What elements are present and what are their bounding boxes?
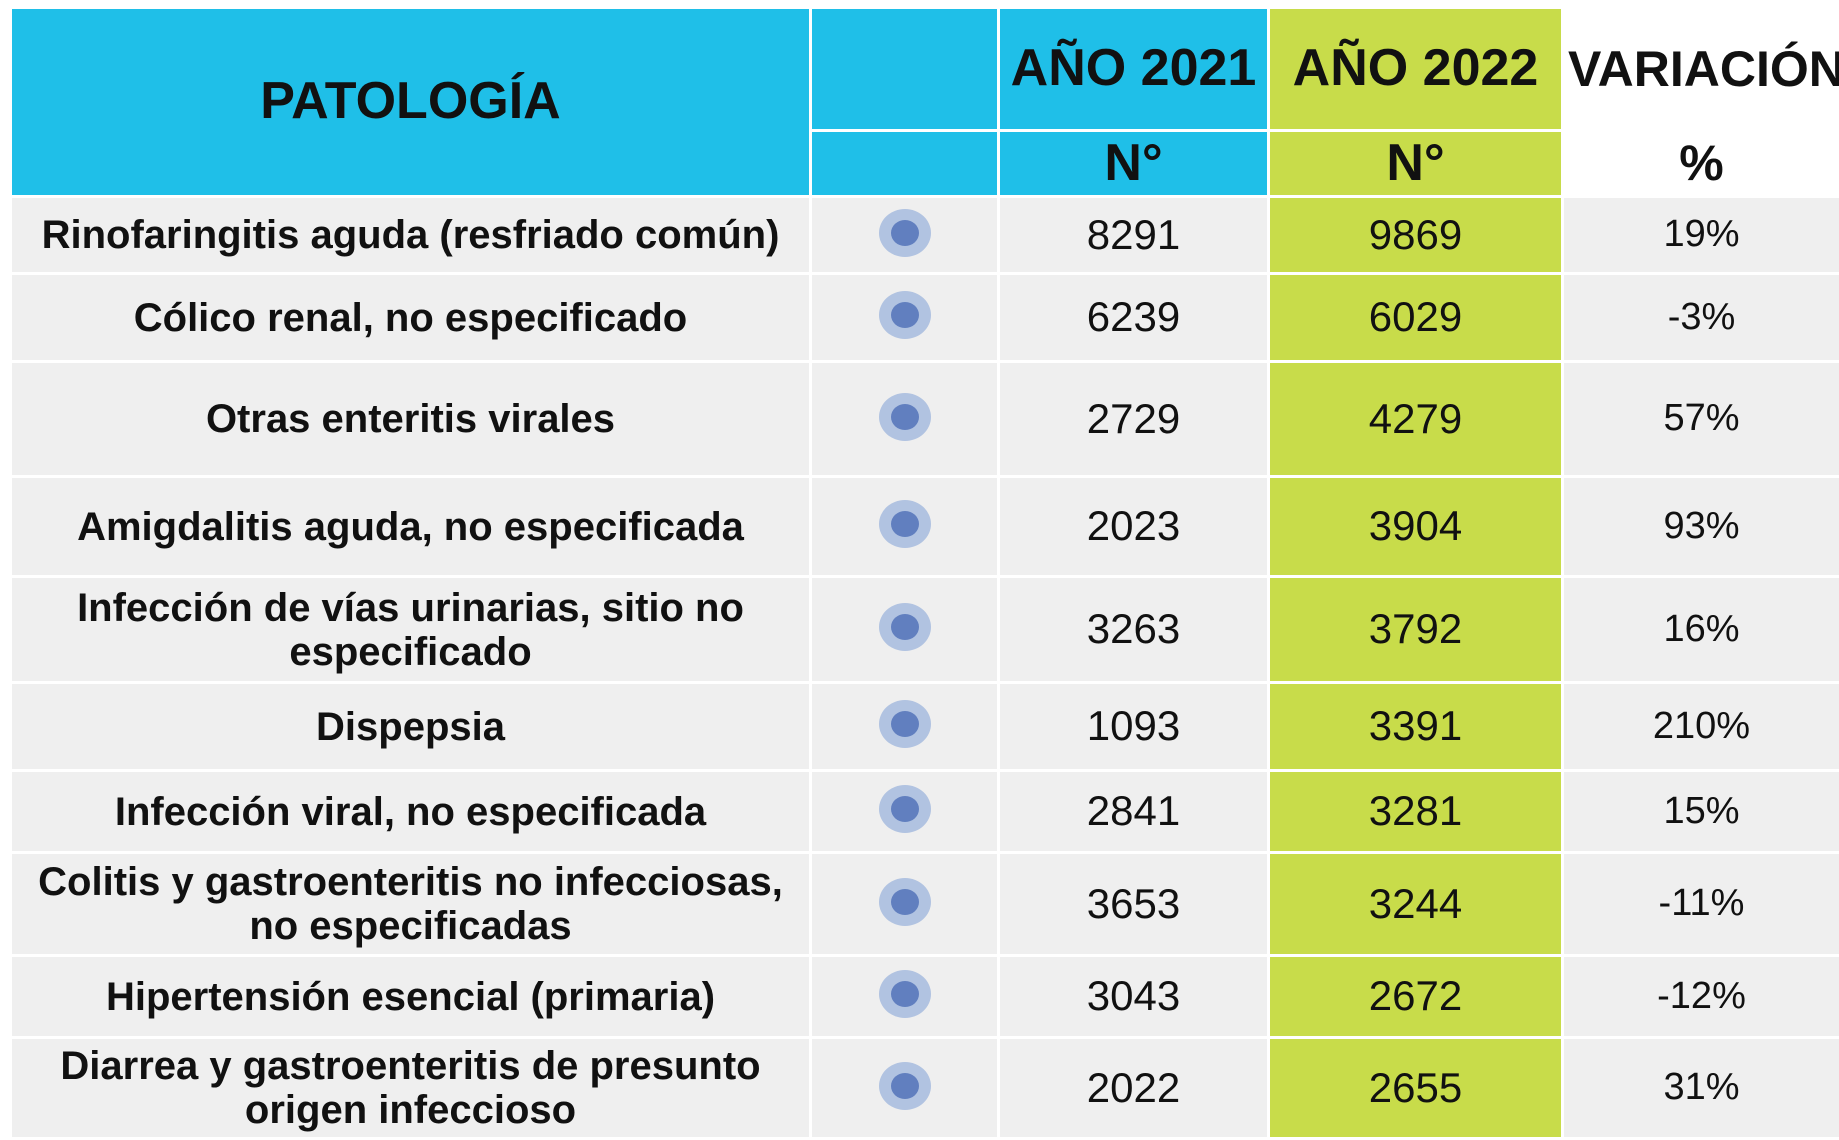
value-2021: 3653 xyxy=(999,853,1269,956)
variation: -12% xyxy=(1563,956,1839,1038)
value-2022: 3904 xyxy=(1269,477,1563,577)
data-table: PATOLOGÍA AÑO 2021 AÑO 2022 VARIACIÓN N°… xyxy=(9,6,1839,1140)
icon xyxy=(870,1056,940,1116)
value-2022: 3244 xyxy=(1269,853,1563,956)
value-2021: 2729 xyxy=(999,362,1269,477)
value-2021: 3263 xyxy=(999,577,1269,683)
value-2021: 2023 xyxy=(999,477,1269,577)
icon xyxy=(870,964,940,1024)
icon xyxy=(870,285,940,345)
icon xyxy=(870,872,940,932)
row-name: Amigdalitis aguda, no especificada xyxy=(11,477,811,577)
header-variation: VARIACIÓN xyxy=(1563,8,1839,131)
header-unit: % xyxy=(1563,131,1839,197)
icon xyxy=(870,203,940,263)
table-row: Rinofaringitis aguda (resfriado común) 82… xyxy=(11,197,1839,274)
header-unit: N° xyxy=(1269,131,1563,197)
variation: 16% xyxy=(1563,577,1839,683)
variation: 93% xyxy=(1563,477,1839,577)
row-name: Dispepsia xyxy=(11,683,811,771)
variation: 57% xyxy=(1563,362,1839,477)
value-2021: 8291 xyxy=(999,197,1269,274)
table-row: Colitis y gastroenteritis no infecciosas… xyxy=(11,853,1839,956)
row-name: Infección de vías urinarias, sitio no es… xyxy=(11,577,811,683)
header-title: PATOLOGÍA xyxy=(11,8,811,197)
icon xyxy=(870,597,940,657)
value-2022: 6029 xyxy=(1269,274,1563,362)
row-name: Colitis y gastroenteritis no infecciosas… xyxy=(11,853,811,956)
icon-cell xyxy=(811,683,999,771)
icon xyxy=(870,694,940,754)
value-2021: 1093 xyxy=(999,683,1269,771)
icon-cell xyxy=(811,1038,999,1139)
icon-cell xyxy=(811,274,999,362)
value-2022: 4279 xyxy=(1269,362,1563,477)
variation: 15% xyxy=(1563,771,1839,853)
table-row: Diarrea y gastroenteritis de presunto or… xyxy=(11,1038,1839,1139)
variation: 210% xyxy=(1563,683,1839,771)
variation: 19% xyxy=(1563,197,1839,274)
icon xyxy=(870,387,940,447)
value-2021: 6239 xyxy=(999,274,1269,362)
variation: 31% xyxy=(1563,1038,1839,1139)
row-name: Hipertensión esencial (primaria) xyxy=(11,956,811,1038)
value-2021: 2022 xyxy=(999,1038,1269,1139)
icon xyxy=(870,779,940,839)
table-row: Infección de vías urinarias, sitio no es… xyxy=(11,577,1839,683)
row-name: Cólico renal, no especificado xyxy=(11,274,811,362)
value-2022: 2655 xyxy=(1269,1038,1563,1139)
icon-cell xyxy=(811,956,999,1038)
header-cell xyxy=(811,8,999,131)
row-name: Infección viral, no especificada xyxy=(11,771,811,853)
value-2021: 2841 xyxy=(999,771,1269,853)
variation: -3% xyxy=(1563,274,1839,362)
value-2022: 3792 xyxy=(1269,577,1563,683)
icon xyxy=(870,494,940,554)
value-2021: 3043 xyxy=(999,956,1269,1038)
value-2022: 2672 xyxy=(1269,956,1563,1038)
row-name: Rinofaringitis aguda (resfriado común) xyxy=(11,197,811,274)
icon-cell xyxy=(811,771,999,853)
header-unit: N° xyxy=(999,131,1269,197)
value-2022: 3281 xyxy=(1269,771,1563,853)
value-2022: 9869 xyxy=(1269,197,1563,274)
icon-cell xyxy=(811,477,999,577)
header-year: AÑO 2022 xyxy=(1269,8,1563,131)
icon-cell xyxy=(811,362,999,477)
icon-cell xyxy=(811,577,999,683)
variation: -11% xyxy=(1563,853,1839,956)
row-name: Diarrea y gastroenteritis de presunto or… xyxy=(11,1038,811,1139)
header-cell xyxy=(811,131,999,197)
value-2022: 3391 xyxy=(1269,683,1563,771)
icon-cell xyxy=(811,853,999,956)
header-year: AÑO 2021 xyxy=(999,8,1269,131)
row-name: Otras enteritis virales xyxy=(11,362,811,477)
icon-cell xyxy=(811,197,999,274)
